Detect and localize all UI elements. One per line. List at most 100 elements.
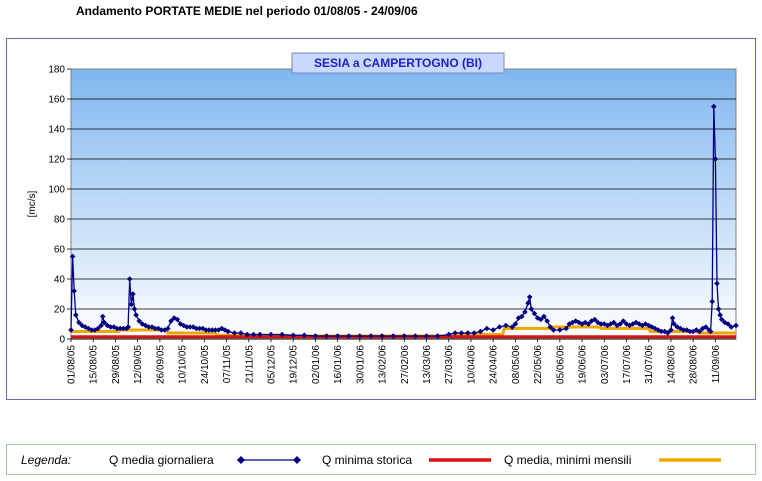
data-point [550, 327, 557, 333]
data-point [522, 309, 528, 315]
data-point [126, 276, 133, 282]
x-tick-label: 24/10/05 [200, 345, 211, 384]
data-point [130, 291, 136, 297]
x-tick-label: 16/01/06 [333, 345, 344, 384]
data-point [699, 325, 706, 332]
chart-frame: 0 20 40 60 80 100 120 140 160 180 01/08/05 15/08/0… [6, 38, 756, 400]
data-point [452, 330, 458, 336]
data-point [212, 327, 219, 333]
y-tick-label: 140 [48, 125, 65, 136]
data-point [257, 331, 263, 338]
x-tick-label: 13/02/06 [378, 345, 389, 384]
data-point [131, 306, 138, 312]
data-point [620, 318, 627, 324]
x-tick-label: 14/08/06 [666, 345, 677, 384]
data-point [206, 327, 212, 333]
x-tick-label: 12/09/05 [133, 345, 144, 384]
data-point [136, 318, 143, 324]
data-point [434, 333, 441, 339]
data-point [165, 325, 171, 332]
x-tick-label: 24/04/06 [489, 345, 500, 384]
data-point [168, 318, 174, 324]
data-point [231, 330, 238, 336]
data-point [717, 312, 723, 318]
data-point [484, 325, 490, 332]
data-point [509, 324, 516, 330]
data-point [725, 321, 731, 327]
y-tick-labels: 0 20 40 60 80 100 120 140 160 180 [48, 65, 71, 346]
y-tick-label: 100 [48, 185, 65, 196]
data-point [117, 325, 124, 332]
y-axis-label: [mc/s] [27, 190, 38, 217]
data-point [95, 325, 101, 332]
data-point [669, 315, 676, 321]
data-point [250, 331, 257, 338]
data-point [193, 325, 200, 332]
grid-lines [71, 98, 736, 310]
data-point [658, 328, 665, 335]
chart-svg: 0 20 40 60 80 100 120 140 160 180 01/08/05 15/08/0… [27, 52, 739, 384]
x-tick-label: 08/05/06 [511, 345, 522, 384]
data-point [423, 333, 430, 339]
x-tick-label: 07/11/05 [222, 345, 233, 384]
x-tick-labels: 01/08/05 15/08/05 29/08/05 12/09/05 26/09/05… [67, 339, 722, 384]
data-point [152, 325, 158, 332]
data-point [728, 324, 735, 330]
x-tick-label: 19/12/05 [289, 345, 300, 384]
x-tick-label: 17/07/06 [622, 345, 633, 384]
data-point [238, 330, 244, 336]
x-tick-label: 27/02/06 [400, 345, 411, 384]
data-point [98, 322, 104, 329]
data-point [668, 327, 674, 333]
chart-title-box [291, 52, 505, 74]
data-point [525, 300, 531, 306]
x-tick-label: 10/04/06 [466, 345, 477, 384]
data-point [528, 306, 535, 312]
legend: Legenda: Q media giornaliera Q minima st… [6, 444, 756, 475]
data-point [184, 324, 190, 330]
data-point [636, 321, 642, 327]
y-tick-label: 120 [48, 155, 65, 166]
data-point [617, 321, 623, 327]
data-point [714, 280, 720, 287]
y-tick-label: 0 [59, 335, 65, 346]
data-point [290, 332, 296, 339]
y-tick-label: 20 [54, 305, 66, 316]
data-point [664, 330, 671, 336]
x-tick-label: 26/09/05 [155, 345, 166, 384]
data-point [390, 333, 396, 339]
data-point [334, 333, 341, 339]
x-tick-label: 15/08/05 [89, 345, 100, 384]
data-point [174, 316, 181, 323]
data-point [477, 328, 484, 335]
data-point [490, 327, 496, 333]
chart-title: SESIA a CAMPERTOGNO (BI) [314, 56, 482, 70]
data-point [379, 333, 385, 339]
data-point [357, 333, 363, 339]
y-tick-label: 80 [54, 215, 66, 226]
legend-swatch-q-minima-storica [429, 458, 491, 462]
y-tick-label: 40 [54, 275, 66, 286]
data-point [196, 325, 203, 332]
data-point [591, 316, 598, 323]
data-point [547, 324, 554, 330]
data-point [707, 328, 714, 335]
data-point [496, 324, 503, 330]
data-point [101, 319, 108, 326]
data-point [718, 316, 725, 323]
legend-swatch-q-media-minimi-mensili [659, 458, 721, 462]
x-tick-label: 27/03/06 [444, 345, 455, 384]
data-point [268, 331, 274, 338]
data-point [279, 331, 285, 338]
data-point [518, 313, 525, 320]
data-point [703, 324, 709, 330]
x-tick-label: 22/05/06 [533, 345, 544, 384]
x-tick-label: 19/06/06 [578, 345, 589, 384]
data-point [526, 294, 533, 300]
data-point [585, 321, 592, 327]
y-tick-label: 180 [48, 65, 65, 76]
x-tick-label: 13/03/06 [422, 345, 433, 384]
data-point [218, 325, 225, 332]
data-point [534, 315, 541, 321]
data-point [572, 318, 579, 324]
